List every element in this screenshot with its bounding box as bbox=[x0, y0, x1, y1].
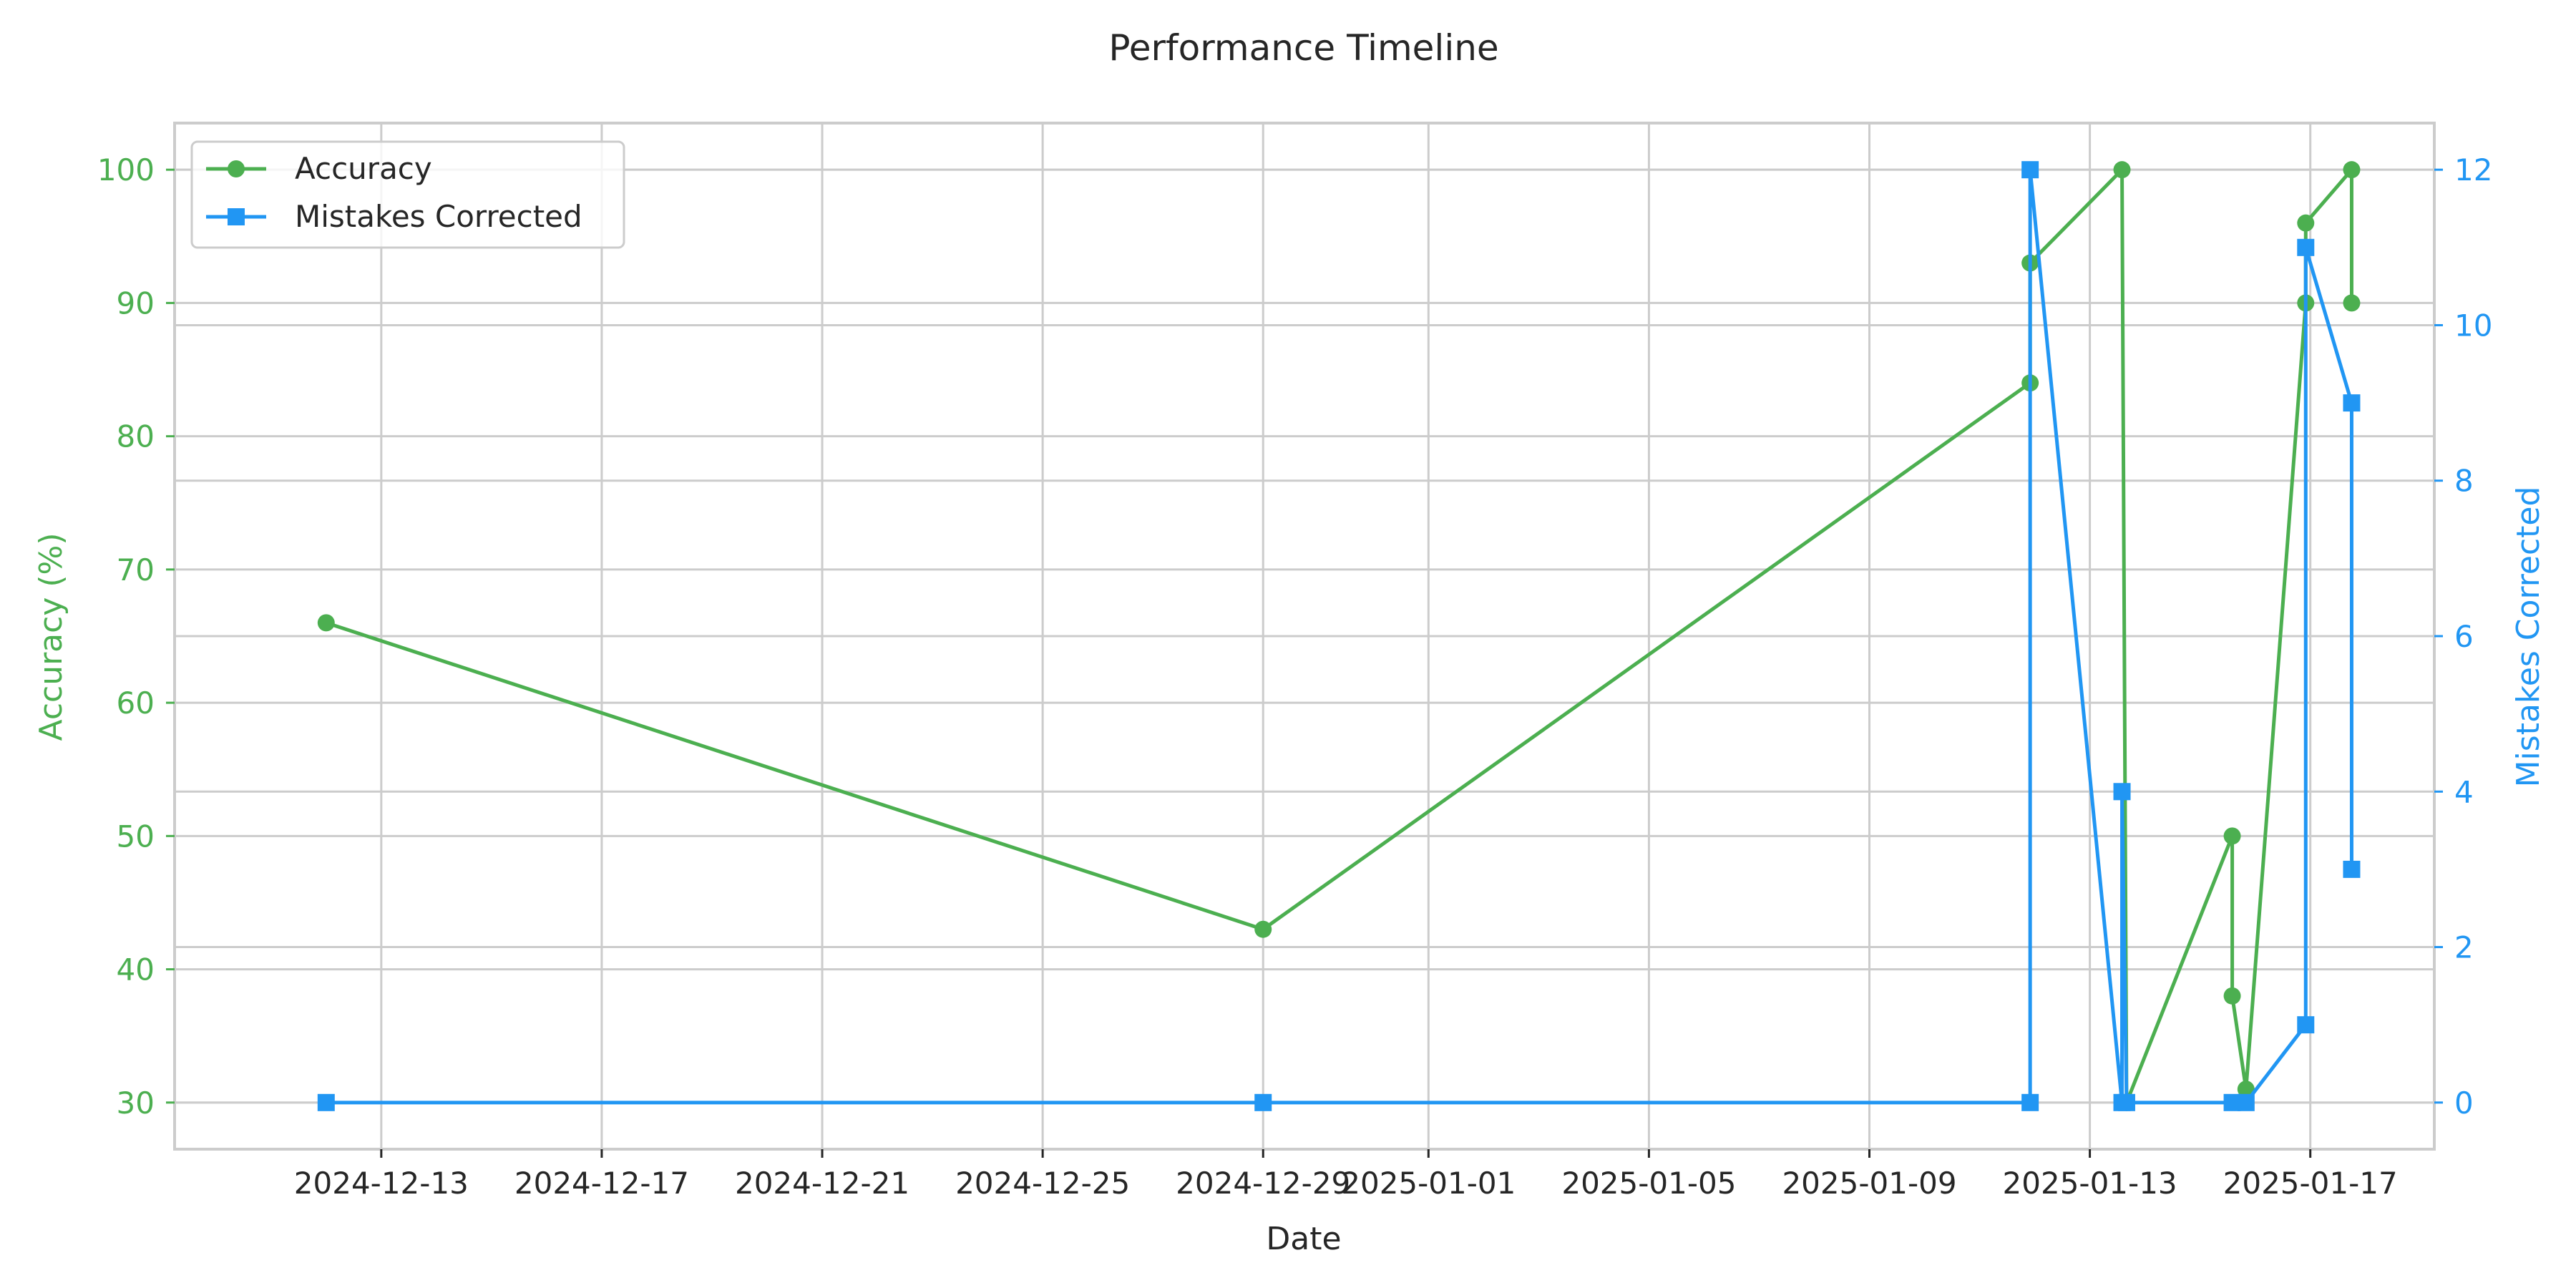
legend-accuracy-marker bbox=[228, 160, 245, 177]
left-y-tick-label: 30 bbox=[117, 1085, 155, 1121]
mistakes-corrected-point bbox=[2113, 783, 2131, 801]
mistakes-corrected-point bbox=[2343, 860, 2361, 878]
right-y-tick-label: 8 bbox=[2454, 464, 2474, 499]
legend-mistakes-marker bbox=[228, 208, 245, 225]
mistakes-corrected-point bbox=[2021, 1093, 2039, 1111]
x-tick-label: 2024-12-17 bbox=[514, 1166, 689, 1201]
x-tick-label: 2025-01-05 bbox=[1561, 1166, 1736, 1201]
left-axis-label: Accuracy (%) bbox=[33, 532, 69, 741]
left-y-tick-label: 70 bbox=[117, 552, 155, 587]
accuracy-point bbox=[317, 614, 335, 632]
series-layer bbox=[317, 161, 2361, 1111]
accuracy-point bbox=[2343, 161, 2361, 179]
legend: Accuracy Mistakes Corrected bbox=[190, 140, 625, 249]
mistakes-corrected-point bbox=[2343, 394, 2361, 412]
right-y-tick-label: 12 bbox=[2454, 152, 2492, 187]
right-y-tick-label: 10 bbox=[2454, 308, 2492, 343]
accuracy-point bbox=[2343, 294, 2361, 312]
accuracy-point bbox=[2237, 1080, 2255, 1098]
mistakes-corrected-point bbox=[2297, 238, 2315, 256]
accuracy-point bbox=[2223, 827, 2241, 845]
x-tick-label: 2024-12-25 bbox=[955, 1166, 1130, 1201]
mistakes-corrected-point bbox=[2117, 1093, 2135, 1111]
x-tick-label: 2024-12-13 bbox=[294, 1166, 469, 1201]
right-y-tick-label: 0 bbox=[2454, 1085, 2474, 1121]
left-y-tick-label: 90 bbox=[117, 286, 155, 321]
accuracy-point bbox=[1254, 920, 1272, 938]
left-y-tick-label: 80 bbox=[117, 419, 155, 454]
x-tick-label: 2024-12-21 bbox=[735, 1166, 909, 1201]
mistakes-corrected-point bbox=[2237, 1093, 2255, 1111]
right-axis-label: Mistakes Corrected bbox=[2510, 487, 2547, 788]
x-tick-label: 2025-01-09 bbox=[1782, 1166, 1956, 1201]
x-tick-label: 2025-01-13 bbox=[2003, 1166, 2177, 1201]
left-y-tick-label: 60 bbox=[117, 686, 155, 721]
axes: 2024-12-13 2024-12-17 2024-12-21 2024-12-25… bbox=[97, 152, 2493, 1201]
x-axis-label: Date bbox=[1266, 1221, 1341, 1257]
mistakes-corrected-point bbox=[2021, 161, 2039, 179]
mistakes-corrected-point bbox=[1254, 1093, 1272, 1111]
accuracy-point bbox=[2113, 161, 2131, 179]
mistakes-corrected-point bbox=[317, 1093, 335, 1111]
right-y-tick-label: 4 bbox=[2454, 774, 2474, 809]
right-y-tick-label: 6 bbox=[2454, 619, 2474, 654]
legend-accuracy-label: Accuracy bbox=[295, 151, 432, 186]
left-y-tick-label: 40 bbox=[117, 952, 155, 987]
mistakes-corrected-point bbox=[2297, 1016, 2315, 1034]
accuracy-point bbox=[2297, 214, 2315, 232]
right-y-tick-label: 2 bbox=[2454, 930, 2474, 965]
x-tick-label: 2025-01-17 bbox=[2223, 1166, 2398, 1201]
left-y-tick-label: 50 bbox=[117, 819, 155, 854]
accuracy-point bbox=[2223, 987, 2241, 1005]
left-y-tick-label: 100 bbox=[97, 152, 155, 187]
x-tick-label: 2025-01-01 bbox=[1341, 1166, 1516, 1201]
x-tick-label: 2024-12-29 bbox=[1176, 1166, 1350, 1201]
legend-mistakes-label: Mistakes Corrected bbox=[295, 199, 582, 234]
chart-title: Performance Timeline bbox=[1108, 27, 1498, 69]
legend-box bbox=[190, 140, 625, 249]
